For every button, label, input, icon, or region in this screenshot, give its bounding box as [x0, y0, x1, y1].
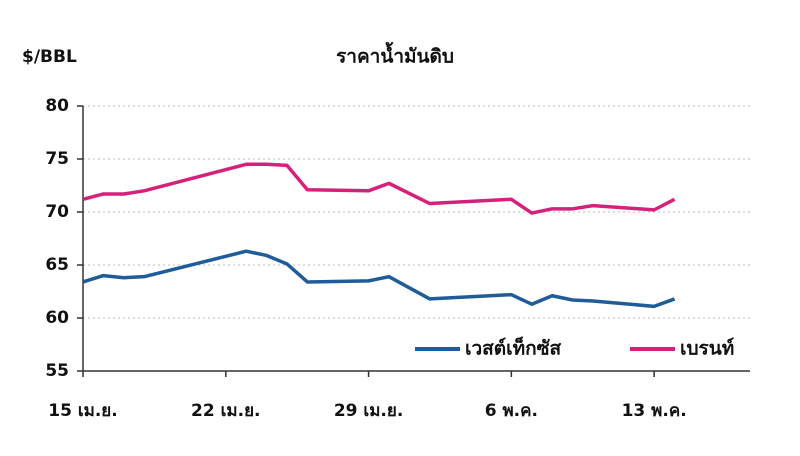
y-axis-label: $/BBL [22, 47, 77, 67]
series-line [82, 162, 676, 215]
chart-title: ราคาน้ำมันดิบ [336, 42, 454, 68]
x-tick-label: 13 พ.ค. [622, 401, 687, 421]
y-tick-label: 55 [45, 361, 69, 381]
legend-label: เวสต์เท็กซัส [465, 336, 562, 360]
y-tick-label: 80 [45, 96, 69, 116]
y-tick-label: 60 [45, 308, 69, 328]
x-tick-label: 6 พ.ค. [485, 401, 538, 421]
x-tick-label: 22 เม.ย. [191, 401, 260, 421]
y-tick-label: 70 [45, 202, 69, 222]
legend-label: เบรนท์ [680, 338, 734, 360]
y-tick-label: 65 [45, 255, 69, 275]
x-tick-label: 15 เม.ย. [48, 401, 117, 421]
x-tick-label: 29 เม.ย. [334, 401, 403, 421]
y-tick-label: 75 [45, 149, 69, 169]
series-line [82, 249, 676, 309]
